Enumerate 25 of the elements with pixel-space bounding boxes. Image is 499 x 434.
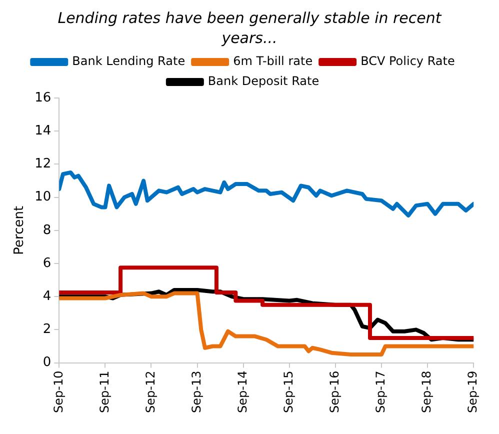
y-tick-label: 10	[34, 190, 52, 205]
chart-title: Lending rates have been generally stable in recent years...	[56, 8, 443, 48]
legend-label: 6m T-bill rate	[233, 54, 313, 68]
y-tick-label: 16	[34, 90, 52, 106]
x-tick-label: Sep-14	[235, 370, 250, 413]
x-tick-label: Sep-18	[420, 370, 434, 413]
y-tick-label: 14	[34, 123, 52, 138]
x-tick-label: Sep-17	[374, 370, 388, 413]
x-tick-label: Sep-19	[466, 370, 480, 413]
y-axis-title: Percent	[12, 206, 28, 255]
y-tick-label: 2	[42, 322, 52, 338]
legend-label: Bank Deposit Rate	[208, 74, 320, 88]
x-tick-label: Sep-16	[328, 370, 342, 413]
y-tick-label: 4	[42, 288, 52, 304]
x-tick-label: Sep-13	[189, 370, 204, 413]
x-tick-label: Sep-12	[143, 370, 158, 413]
legend-label: BCV Policy Rate	[360, 54, 455, 68]
legend-label: Bank Lending Rate	[72, 54, 186, 68]
y-tick-label: 6	[42, 256, 52, 271]
x-tick-label: Sep-15	[282, 370, 296, 413]
y-tick-label: 12	[34, 156, 52, 172]
y-tick-label: 8	[42, 222, 52, 238]
x-tick-label: Sep-10	[51, 370, 66, 413]
x-tick-label: Sep-11	[97, 370, 112, 413]
y-tick-label: 0	[42, 355, 52, 370]
